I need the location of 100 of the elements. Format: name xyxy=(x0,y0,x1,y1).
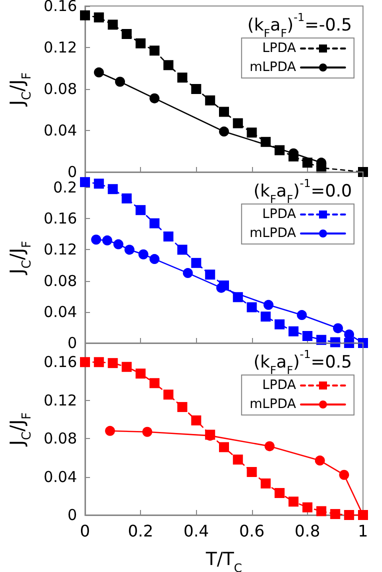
point xyxy=(288,326,298,336)
y-tick-label: 0.08 xyxy=(44,272,77,290)
point xyxy=(219,442,229,452)
point xyxy=(260,478,271,488)
y-tick-label: 0.04 xyxy=(44,122,77,140)
point xyxy=(314,456,325,466)
point xyxy=(163,390,174,400)
point xyxy=(274,319,285,330)
point xyxy=(150,46,160,56)
point xyxy=(330,509,340,520)
point xyxy=(191,84,202,94)
y-tick-label: 0.16 xyxy=(44,353,77,372)
point xyxy=(332,323,343,334)
point xyxy=(122,193,132,204)
point xyxy=(108,358,118,368)
point xyxy=(274,488,285,498)
point xyxy=(302,502,312,512)
legend-label: LPDA xyxy=(262,207,296,222)
point xyxy=(108,184,118,194)
point xyxy=(260,312,271,322)
point xyxy=(177,244,188,255)
x-tick-label: 1 xyxy=(358,522,368,540)
point xyxy=(150,378,160,388)
y-tick-label: 0.2 xyxy=(53,178,77,197)
point xyxy=(113,239,124,250)
y-tick-label: 0.08 xyxy=(44,80,77,98)
legend-label: mLPDA xyxy=(250,226,296,241)
point xyxy=(246,467,257,477)
point xyxy=(102,235,112,246)
point xyxy=(138,249,148,260)
point xyxy=(358,167,368,177)
legend-label: mLPDA xyxy=(250,397,296,412)
point xyxy=(105,426,116,436)
y-axis-title: JC/JF xyxy=(6,72,34,107)
point xyxy=(232,292,243,302)
point xyxy=(122,29,132,40)
point xyxy=(302,158,312,168)
point xyxy=(219,126,229,137)
point xyxy=(94,12,104,22)
point xyxy=(124,244,134,255)
point xyxy=(330,337,340,348)
point xyxy=(246,128,257,138)
point xyxy=(205,270,216,280)
point xyxy=(205,95,216,106)
point xyxy=(177,72,188,83)
y-tick-label: 0.12 xyxy=(44,240,77,259)
point xyxy=(115,76,126,87)
point xyxy=(274,145,285,156)
x-tick-label: 0.2 xyxy=(128,522,154,540)
x-tick-label: 0.8 xyxy=(294,522,320,540)
point xyxy=(94,178,104,189)
point xyxy=(122,362,132,372)
y-tick-label: 0 xyxy=(67,506,77,524)
point xyxy=(150,254,160,264)
point xyxy=(108,20,118,30)
point xyxy=(136,368,146,379)
point xyxy=(302,331,312,342)
point xyxy=(91,234,102,245)
point xyxy=(316,506,326,516)
point xyxy=(136,38,146,48)
y-tick-label: 0.16 xyxy=(44,0,77,15)
y-tick-label: 0.12 xyxy=(44,38,77,56)
point xyxy=(182,268,193,278)
point xyxy=(94,67,104,78)
point xyxy=(264,441,275,452)
point xyxy=(177,402,188,412)
point xyxy=(80,177,90,188)
point xyxy=(150,218,160,228)
point xyxy=(142,426,152,437)
x-tick-label: 0.6 xyxy=(239,522,265,540)
point xyxy=(344,329,354,340)
point xyxy=(344,510,354,520)
y-tick-label: 0.04 xyxy=(44,302,77,321)
point xyxy=(80,10,90,20)
point xyxy=(163,60,174,70)
y-tick-label: 0.04 xyxy=(44,468,77,486)
point xyxy=(94,357,104,368)
point xyxy=(260,136,271,147)
y-tick-label: 0.12 xyxy=(44,391,77,410)
point xyxy=(219,106,229,117)
point xyxy=(263,300,274,310)
point xyxy=(80,357,90,368)
legend-label: mLPDA xyxy=(250,60,296,75)
point xyxy=(246,302,257,312)
point xyxy=(339,470,350,480)
point xyxy=(316,334,326,345)
y-axis-title: JC/JF xyxy=(6,412,34,447)
point xyxy=(163,232,174,242)
point xyxy=(232,118,243,128)
y-tick-label: 0.08 xyxy=(44,430,77,448)
y-tick-label: 0 xyxy=(67,334,77,352)
legend-label: LPDA xyxy=(262,41,296,56)
point xyxy=(191,258,202,268)
y-tick-label: 0.16 xyxy=(44,210,77,228)
point xyxy=(216,282,226,293)
y-axis-title: JC/JF xyxy=(6,240,34,276)
legend-label: LPDA xyxy=(262,378,296,393)
x-tick-label: 0 xyxy=(80,522,90,540)
point xyxy=(150,93,160,104)
point xyxy=(232,454,243,465)
